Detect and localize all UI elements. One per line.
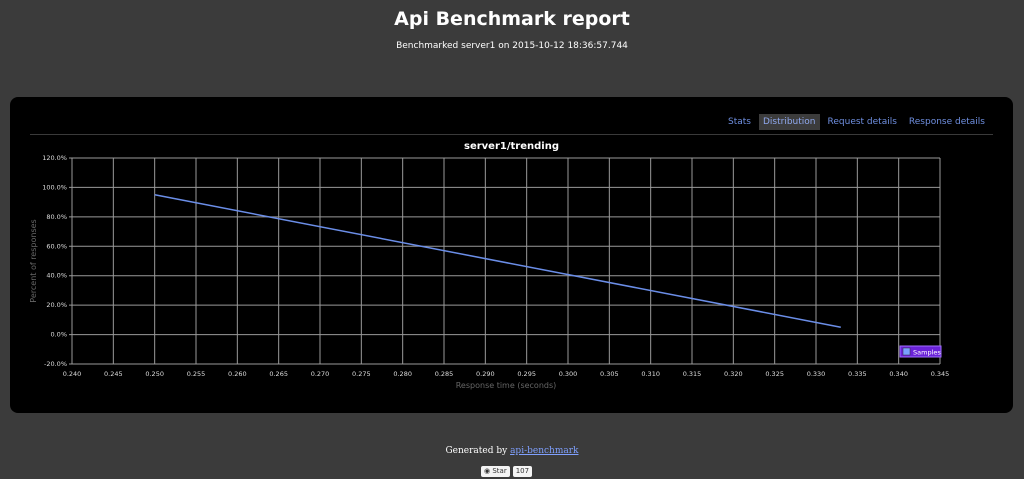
svg-text:Response time (seconds): Response time (seconds) xyxy=(456,381,557,390)
page-title: Api Benchmark report xyxy=(394,8,630,30)
svg-text:0.340: 0.340 xyxy=(889,370,908,378)
svg-text:Samples: Samples xyxy=(913,349,941,357)
svg-text:0.285: 0.285 xyxy=(435,370,454,378)
svg-text:0.325: 0.325 xyxy=(765,370,784,378)
svg-text:40.0%: 40.0% xyxy=(46,272,67,280)
svg-text:0.250: 0.250 xyxy=(145,370,164,378)
svg-text:Percent of responses: Percent of responses xyxy=(29,219,38,302)
distribution-chart: 0.240 0.245 0.250 0.255 0.260 0.265 0.270 0.275… xyxy=(29,154,950,390)
generated-by-text: Generated by xyxy=(445,446,511,456)
svg-text:0.245: 0.245 xyxy=(104,370,123,378)
svg-text:0.305: 0.305 xyxy=(600,370,619,378)
svg-text:100.0%: 100.0% xyxy=(42,183,67,191)
svg-text:0.275: 0.275 xyxy=(352,370,371,378)
tab-request-details[interactable]: Request details xyxy=(827,117,897,127)
svg-text:0.315: 0.315 xyxy=(683,370,702,378)
svg-text:0.330: 0.330 xyxy=(807,370,826,378)
svg-text:0.280: 0.280 xyxy=(393,370,412,378)
svg-text:0.290: 0.290 xyxy=(476,370,495,378)
github-star-button[interactable]: ◉ Star xyxy=(481,466,510,477)
svg-text:0.260: 0.260 xyxy=(228,370,247,378)
svg-text:0.240: 0.240 xyxy=(63,370,82,378)
svg-text:0.335: 0.335 xyxy=(848,370,867,378)
report-panel: Stats Distribution Request details Respo… xyxy=(10,97,1013,413)
svg-text:80.0%: 80.0% xyxy=(46,213,67,221)
star-count[interactable]: 107 xyxy=(512,466,533,477)
chart-title: server1/trending xyxy=(464,141,559,152)
svg-text:0.255: 0.255 xyxy=(187,370,206,378)
svg-text:0.0%: 0.0% xyxy=(50,331,67,339)
svg-text:0.345: 0.345 xyxy=(931,370,950,378)
tab-divider xyxy=(30,134,993,135)
svg-text:0.295: 0.295 xyxy=(517,370,536,378)
svg-text:-20.0%: -20.0% xyxy=(44,360,67,368)
tab-bar: Stats Distribution Request details Respo… xyxy=(724,114,989,130)
github-star-widget: ◉ Star 107 xyxy=(481,466,533,477)
svg-text:20.0%: 20.0% xyxy=(46,301,67,309)
tab-stats[interactable]: Stats xyxy=(728,117,751,127)
svg-text:0.310: 0.310 xyxy=(641,370,660,378)
page-subtitle: Benchmarked server1 on 2015-10-12 18:36:… xyxy=(396,41,628,51)
footer: Generated by api-benchmark xyxy=(0,446,1024,456)
tab-distribution[interactable]: Distribution xyxy=(759,114,820,130)
api-benchmark-link[interactable]: api-benchmark xyxy=(510,446,579,456)
svg-text:0.320: 0.320 xyxy=(724,370,743,378)
svg-text:0.265: 0.265 xyxy=(269,370,288,378)
tab-response-details[interactable]: Response details xyxy=(908,117,985,127)
svg-text:120.0%: 120.0% xyxy=(42,154,67,162)
svg-text:60.0%: 60.0% xyxy=(46,242,67,250)
github-icon: ◉ xyxy=(484,467,491,475)
svg-text:0.300: 0.300 xyxy=(559,370,578,378)
svg-text:0.270: 0.270 xyxy=(311,370,330,378)
